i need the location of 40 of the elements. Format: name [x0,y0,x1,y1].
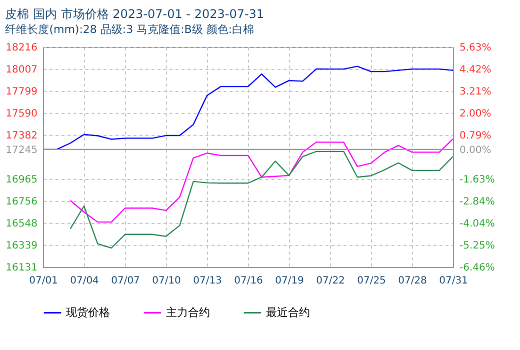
y-tick-label: 16548 [6,218,38,230]
legend-label: 主力合约 [166,306,210,319]
x-tick-label: 07/13 [193,276,222,286]
x-tick-label: 07/28 [398,276,427,286]
y2-tick-label: -4.04% [460,218,495,230]
y-tick-label: 18007 [6,64,38,76]
y-tick-label: 16339 [6,240,38,252]
y-tick-label: 18216 [6,42,38,54]
y2-tick-label: 5.63% [460,42,492,54]
legend-label: 最近合约 [266,306,310,319]
y-tick-label: 17799 [6,86,38,98]
y2-tick-label: 4.42% [460,64,492,76]
y-tick-label: 16131 [6,262,38,274]
x-tick-label: 07/22 [316,276,345,286]
x-tick-label: 07/10 [152,276,181,286]
y2-tick-label: 3.21% [460,86,492,98]
chart-title: 皮棉 国内 市场价格 2023-07-01 - 2023-07-31 [5,7,264,21]
y2-tick-label: 2.00% [460,108,492,120]
x-tick-label: 07/04 [70,276,99,286]
legend-label: 现货价格 [66,306,110,319]
x-tick-label: 07/07 [111,276,140,286]
line-series [70,138,453,223]
y2-tick-label: -2.84% [460,196,495,208]
x-tick-label: 07/31 [439,276,468,286]
y-tick-label: 17590 [6,108,38,120]
chart-subtitle: 纤维长度(mm):28 品级:3 马克隆值:B级 颜色:白棉 [5,23,254,36]
line-series [70,150,453,249]
x-tick-label: 07/16 [234,276,263,286]
x-tick-label: 07/01 [29,276,58,286]
y2-tick-label: 0.00% [460,144,492,156]
y2-tick-label: -5.25% [460,240,495,252]
y2-tick-label: 0.79% [460,130,492,142]
y-tick-label: 17382 [6,130,38,142]
y-tick-label: 16756 [6,196,38,208]
x-tick-label: 07/19 [275,276,304,286]
y-tick-label: 17245 [6,144,38,156]
y2-tick-label: -1.63% [460,174,495,186]
x-tick-label: 07/25 [357,276,386,286]
y2-tick-label: -6.46% [460,262,495,274]
y-tick-label: 16965 [6,174,38,186]
